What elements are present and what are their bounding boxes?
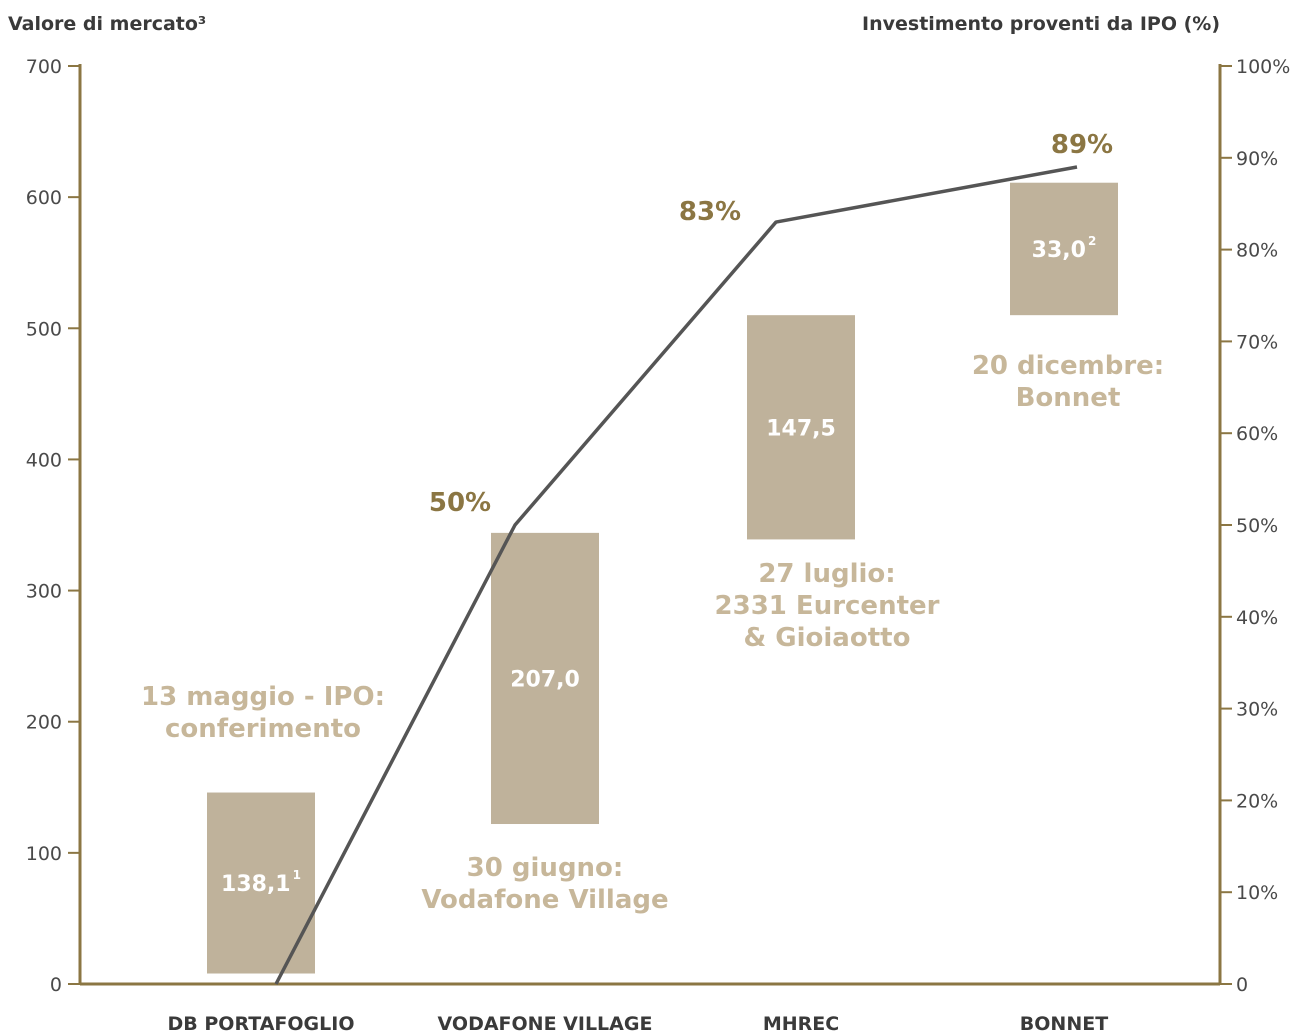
left-tick-label: 500 (26, 318, 62, 340)
annotation-line: & Gioiaotto (744, 623, 911, 653)
left-tick-label: 100 (26, 843, 62, 865)
left-tick-label: 300 (26, 581, 62, 603)
right-tick-label: 50% (1236, 515, 1278, 537)
bar-value-label: 138,1 1 (221, 868, 301, 897)
bar (1010, 182, 1118, 316)
axes: 0 100 200 300 400 500 600 700 0 10% 20% 30% 40% 50% 60… (26, 56, 1291, 1032)
bar-value-label: 147,5 (766, 416, 836, 441)
annotation-line: conferimento (165, 714, 361, 744)
left-axis-title: Valore di mercato³ (8, 13, 206, 35)
line-value-label: 89% (1051, 130, 1113, 160)
bar-footnote-mark: 2 (1088, 234, 1096, 248)
bar-value-label: 33,0 2 (1032, 234, 1097, 263)
event-annotation: 30 giugno: Vodafone Village (421, 853, 668, 915)
right-tick-label: 90% (1236, 148, 1278, 170)
category-label: BONNET (1020, 1013, 1108, 1032)
category-label: DB PORTAFOGLIO (168, 1013, 355, 1032)
annotation-line: 20 dicembre: (972, 351, 1164, 381)
event-annotation: 27 luglio: 2331 Eurcenter & Gioiaotto (715, 559, 940, 653)
left-tick-label: 700 (26, 56, 62, 78)
line-value-label: 83% (679, 197, 741, 227)
category-label: VODAFONE VILLAGE (438, 1013, 653, 1032)
right-tick-label: 10% (1236, 882, 1278, 904)
annotation-line: 27 luglio: (758, 559, 895, 589)
bar (747, 315, 855, 540)
annotation-line: 30 giugno: (467, 853, 624, 883)
right-tick-label: 0 (1236, 974, 1248, 996)
category-label: MHREC (763, 1013, 839, 1032)
bar-value-label: 207,0 (510, 667, 580, 692)
line-layer (274, 165, 1078, 985)
right-tick-label: 30% (1236, 699, 1278, 721)
event-annotation: 13 maggio - IPO: conferimento (141, 682, 385, 744)
left-tick-label: 200 (26, 712, 62, 734)
right-tick-label: 100% (1236, 56, 1290, 78)
left-tick-label: 0 (50, 974, 62, 996)
right-tick-label: 70% (1236, 331, 1278, 353)
left-tick-label: 600 (26, 187, 62, 209)
right-tick-label: 20% (1236, 790, 1278, 812)
left-tick-label: 400 (26, 449, 62, 471)
labels: 50% 83% 89% 13 maggio - IPO: conferimento 30 … (141, 130, 1164, 915)
annotation-line: 13 maggio - IPO: (141, 682, 385, 712)
right-axis-title: Investimento proventi da IPO (%) (862, 13, 1220, 35)
line-value-label: 50% (429, 488, 491, 518)
right-tick-label: 40% (1236, 607, 1278, 629)
annotation-line: Vodafone Village (421, 885, 668, 915)
annotation-line: Bonnet (1016, 383, 1121, 413)
bar (491, 532, 599, 825)
right-tick-label: 80% (1236, 240, 1278, 262)
bar-footnote-mark: 1 (293, 868, 301, 882)
series-line (274, 165, 1078, 985)
event-annotation: 20 dicembre: Bonnet (972, 351, 1164, 413)
annotation-line: 2331 Eurcenter (715, 591, 940, 621)
right-tick-label: 60% (1236, 423, 1278, 445)
